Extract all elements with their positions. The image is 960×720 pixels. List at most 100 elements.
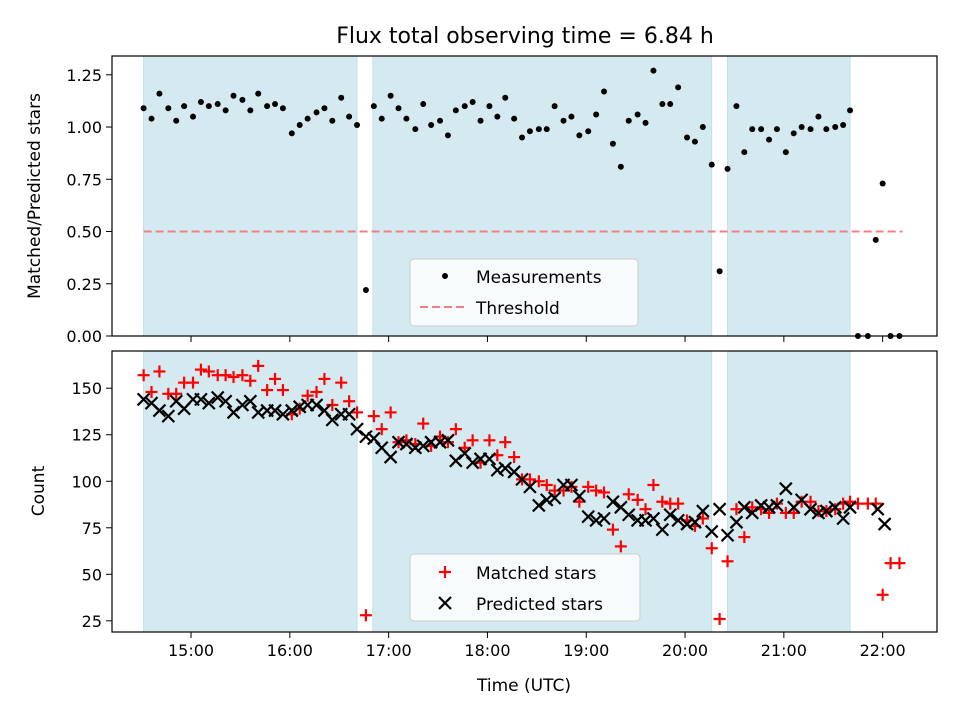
measurement-point: [403, 115, 410, 122]
measurement-point: [766, 136, 773, 143]
measurement-point: [313, 109, 320, 116]
predicted-stars-point: [688, 515, 702, 529]
measurement-point: [535, 126, 542, 133]
measurement-point: [156, 90, 163, 97]
measurement-point: [346, 113, 353, 120]
measurement-point: [659, 101, 666, 108]
measurement-point: [362, 287, 369, 294]
matched-stars-point: [441, 436, 454, 449]
top-y-tick-label: 1.00: [66, 118, 102, 137]
measurement-point: [148, 115, 155, 122]
matched-stars-point: [746, 501, 759, 514]
measurement-point: [181, 103, 188, 110]
matched-stars-point: [721, 555, 734, 568]
measurement-point: [288, 130, 295, 137]
matched-stars-point: [458, 441, 471, 454]
matched-stars-point: [763, 506, 776, 519]
predicted-stars-point: [564, 478, 579, 492]
matched-stars-point: [466, 434, 479, 447]
measurement-point: [832, 124, 839, 131]
measurement-point: [329, 117, 336, 124]
top-y-tick-label: 0.75: [66, 170, 102, 189]
predicted-stars-point: [276, 407, 290, 422]
measurement-point: [560, 117, 567, 124]
measurement-point: [197, 98, 204, 105]
measurement-point: [773, 126, 780, 133]
bottom-x-tick-label: 19:00: [563, 641, 609, 660]
measurement-point: [617, 163, 624, 170]
matched-stars-point: [804, 495, 817, 508]
measurement-point: [847, 107, 854, 114]
measurement-point: [691, 138, 698, 145]
predicted-stars-point: [399, 437, 414, 451]
matched-stars-point: [508, 451, 521, 464]
measurement-point: [486, 103, 493, 110]
predicted-stars-point: [539, 493, 554, 507]
measurement-point: [749, 126, 756, 133]
top-y-tick-label: 0.25: [66, 275, 102, 294]
matched-stars-point: [499, 436, 512, 449]
measurement-point: [798, 124, 805, 131]
measurement-point: [625, 117, 632, 124]
predicted-stars-point: [408, 440, 423, 455]
matched-stars-point: [343, 395, 356, 408]
measurement-point: [395, 105, 402, 112]
matched-stars-point: [252, 359, 265, 372]
matched-stars-point: [170, 387, 183, 400]
predicted-stars-point: [359, 429, 373, 444]
measurement-point: [675, 84, 682, 91]
measurement-point: [173, 117, 180, 124]
matched-stars-point: [672, 497, 685, 510]
matched-stars-point: [335, 376, 348, 389]
matched-stars-point: [614, 540, 627, 553]
matched-stars-point: [738, 531, 751, 544]
matched-stars-point: [844, 495, 857, 508]
matched-stars-point: [598, 486, 611, 499]
measurement-point: [205, 103, 212, 110]
predicted-stars-point: [589, 513, 603, 528]
predicted-stars-point: [465, 455, 480, 470]
bottom-y-tick-label: 150: [71, 379, 102, 398]
matched-stars-point: [137, 369, 150, 382]
matched-stars-point: [449, 423, 462, 436]
bottom-y-axis-label: Count: [29, 465, 49, 516]
matched-stars-point: [384, 406, 397, 419]
measurement-point: [165, 105, 172, 112]
measurement-point: [840, 121, 847, 128]
matched-stars-point: [227, 371, 240, 384]
measurement-point: [304, 115, 311, 122]
measurement-point: [378, 115, 385, 122]
bottom-y-tick-label: 125: [71, 426, 102, 445]
predicted-stars-point: [498, 461, 513, 476]
measurement-point: [585, 128, 592, 135]
predicted-stars-point: [819, 504, 834, 518]
predicted-stars-point: [638, 513, 653, 528]
measurements-legend-label: Measurements: [476, 268, 602, 288]
measurement-point: [511, 115, 518, 122]
measurement-point: [247, 107, 254, 114]
bottom-legend: Matched stars Predicted stars: [409, 553, 641, 622]
predicted-stars-point: [655, 522, 670, 537]
predicted-stars-point: [712, 502, 727, 516]
measurement-point: [526, 128, 533, 135]
measurement-point: [222, 107, 229, 114]
chart-title: Flux total observing time = 6.84 h: [336, 24, 714, 49]
predicted-stars-point: [779, 481, 793, 496]
predicted-stars-point: [621, 507, 636, 522]
measurement-point: [272, 101, 279, 108]
threshold-legend-label: Threshold: [475, 299, 560, 319]
predicted-stars-point: [572, 489, 587, 503]
matched-stars-point: [876, 588, 889, 601]
matched-stars-point: [261, 384, 274, 397]
measurement-point: [724, 165, 731, 172]
predicted-stars-point: [532, 498, 546, 513]
measurement-point: [428, 121, 435, 128]
predicted-stars-point: [680, 517, 694, 531]
bottom-panel: 15:00 16:00 17:00 18:00 19:00 20:00 21:00 22:00…: [29, 350, 938, 696]
measurement-point: [879, 180, 886, 187]
predicted-stars-point: [292, 400, 307, 414]
matched-stars-point: [639, 503, 652, 516]
matched-stars-point: [219, 369, 232, 382]
measurement-point: [807, 126, 814, 133]
